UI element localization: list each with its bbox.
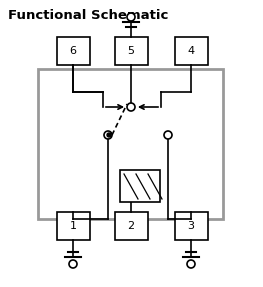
Text: 6: 6 <box>69 46 77 56</box>
Circle shape <box>127 13 135 21</box>
Circle shape <box>69 260 77 268</box>
Bar <box>38 69 223 219</box>
Bar <box>114 212 148 240</box>
Text: 4: 4 <box>188 46 195 56</box>
Circle shape <box>187 260 195 268</box>
Circle shape <box>107 133 111 137</box>
Text: 1: 1 <box>69 221 77 231</box>
Bar <box>120 170 160 202</box>
Text: 2: 2 <box>128 221 135 231</box>
Circle shape <box>164 131 172 139</box>
Circle shape <box>127 103 135 111</box>
Bar <box>174 212 208 240</box>
Text: 3: 3 <box>188 221 195 231</box>
Text: 5: 5 <box>128 46 134 56</box>
Bar <box>57 212 89 240</box>
Text: Functional Schematic: Functional Schematic <box>8 9 168 22</box>
Bar <box>57 37 89 65</box>
Bar <box>174 37 208 65</box>
Circle shape <box>104 131 112 139</box>
Bar <box>114 37 148 65</box>
